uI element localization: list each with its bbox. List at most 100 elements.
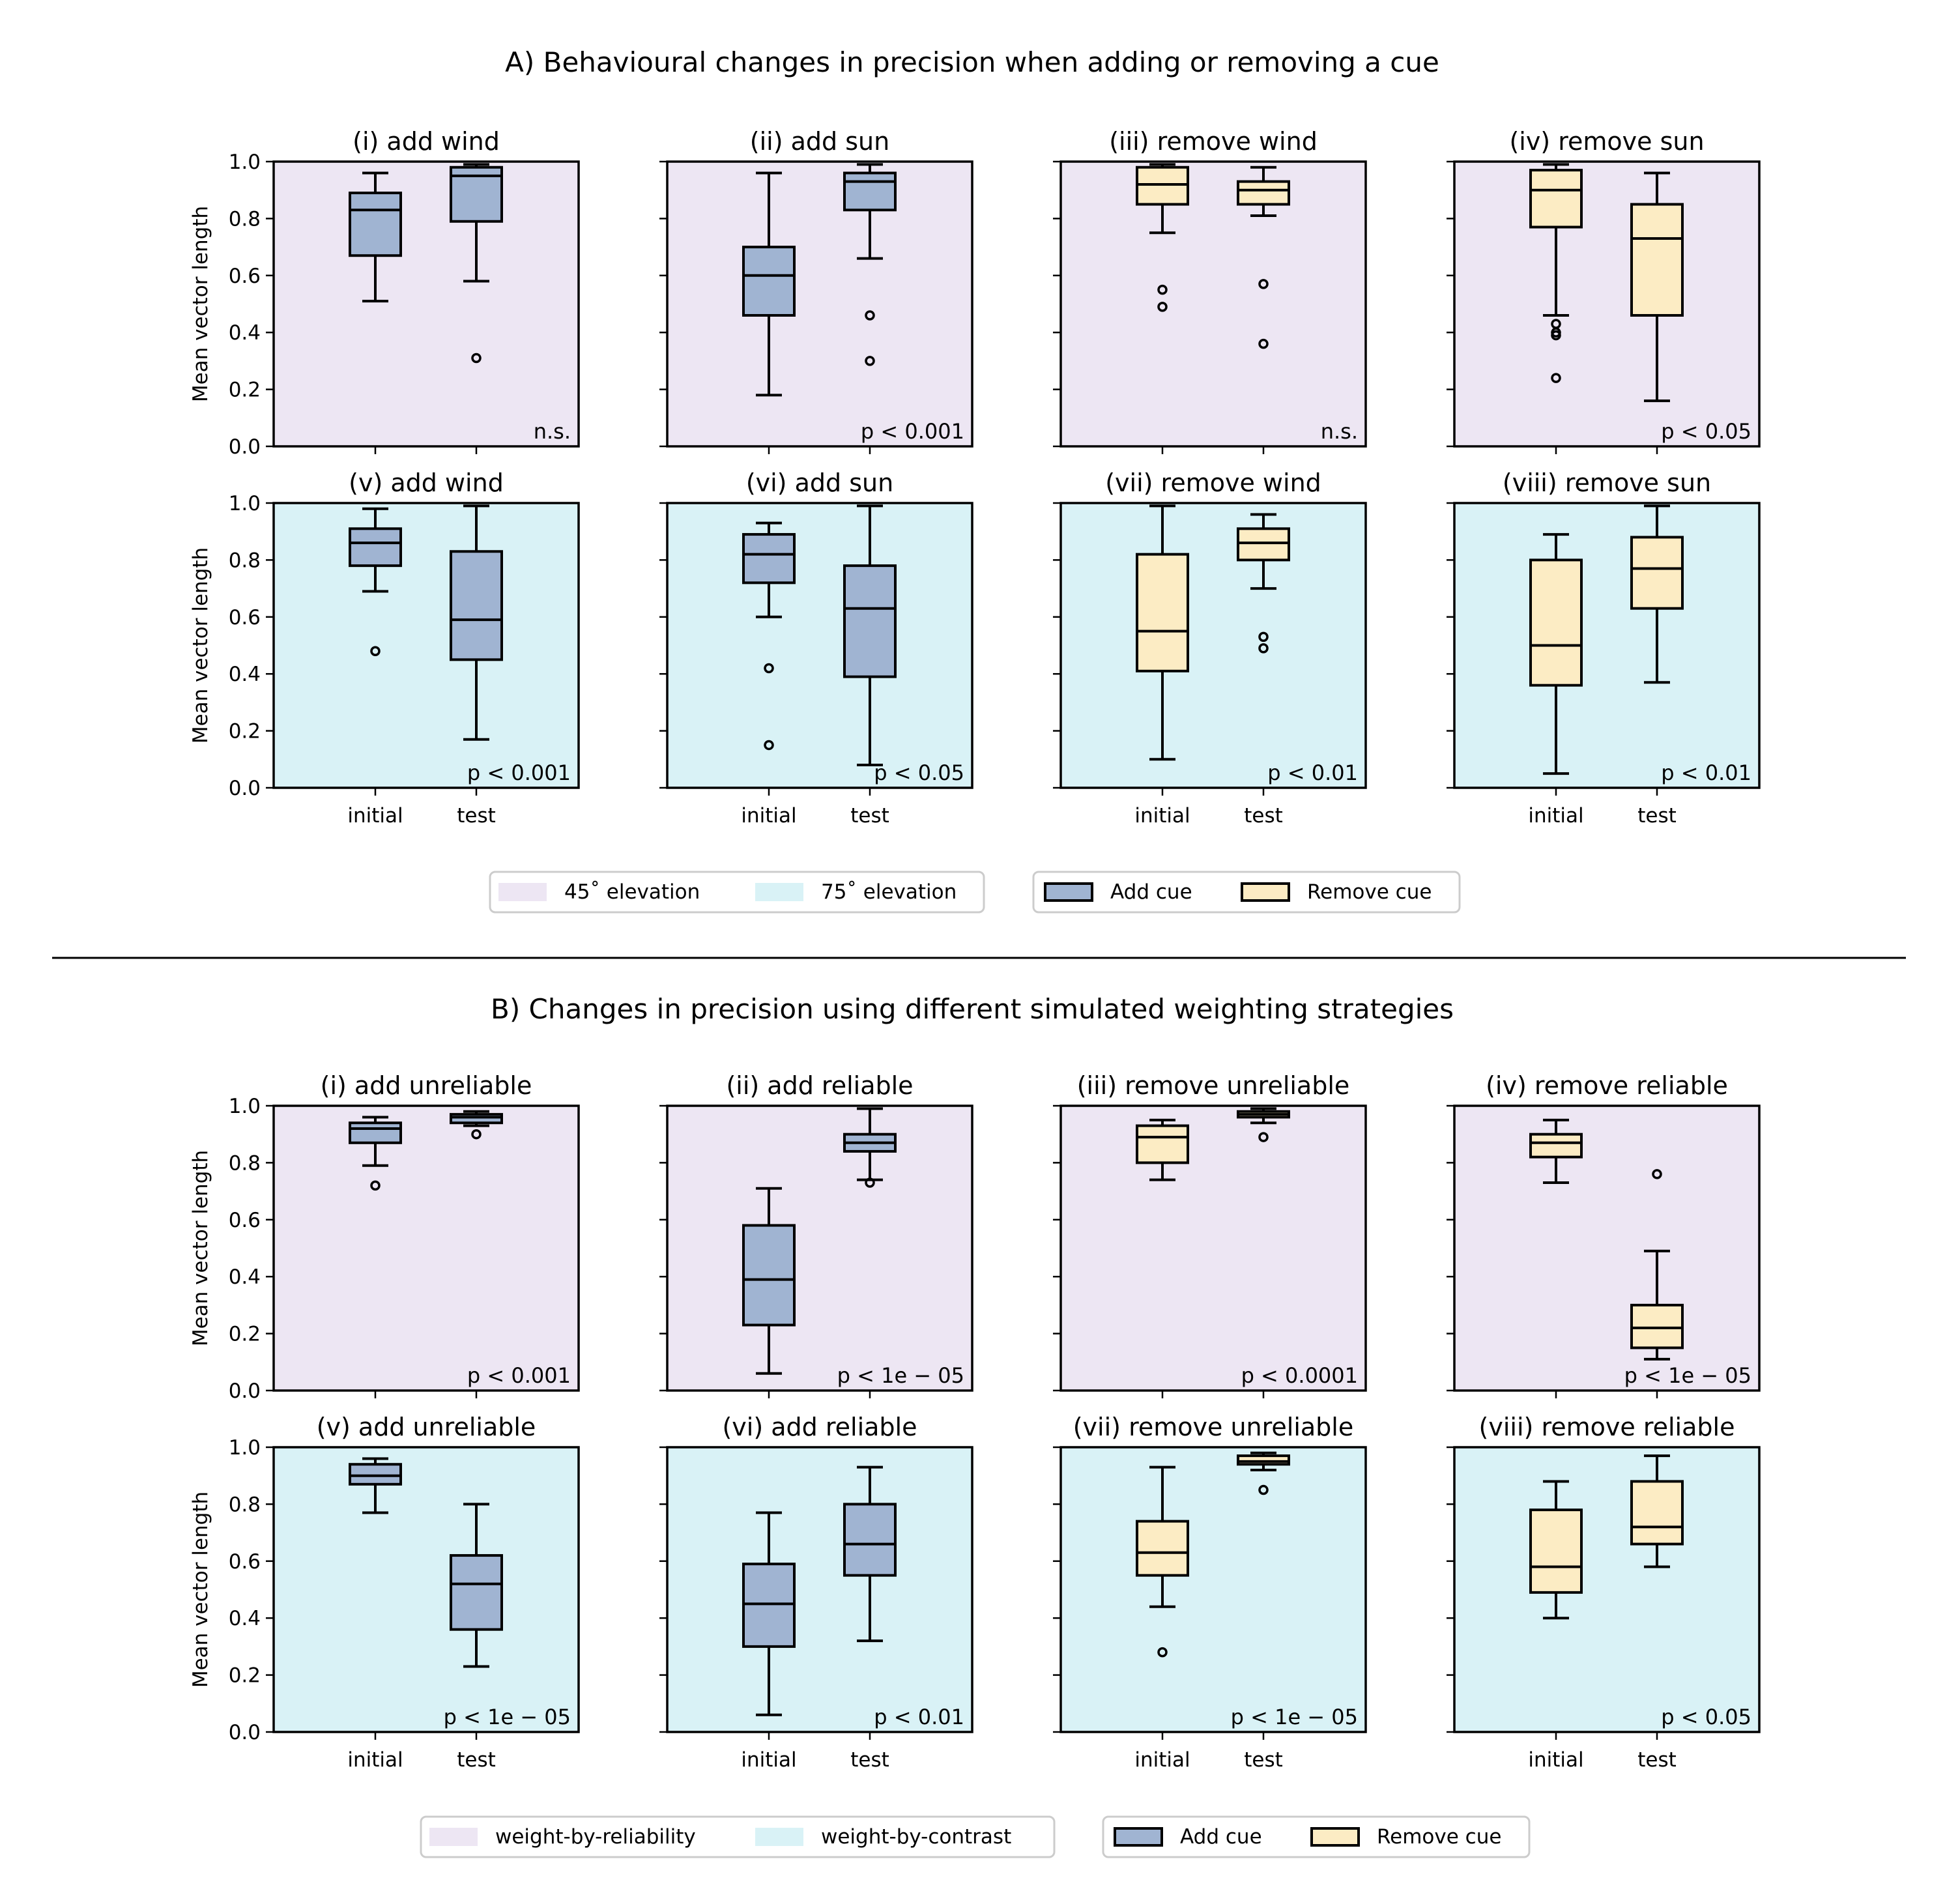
- x-tick-label: initial: [1134, 804, 1190, 828]
- p-value-label: p < 0.01: [1267, 760, 1358, 785]
- y-tick-label: 0.0: [229, 1379, 261, 1403]
- iqr-box: [349, 1463, 402, 1486]
- panel-frame: [1453, 160, 1761, 448]
- outlier-point: [1258, 1132, 1269, 1142]
- legend-swatch: [755, 883, 803, 901]
- box-test: [450, 163, 503, 364]
- box-initial: [742, 171, 796, 397]
- panel-title: (v) add unreliable: [317, 1413, 536, 1441]
- iqr-box: [742, 533, 796, 584]
- box-test: [1630, 504, 1684, 684]
- iqr-box: [1136, 166, 1189, 206]
- panel-3: (iii) remove wind n.s.: [1053, 127, 1367, 454]
- panel-1: (i) add wind 0.0 0.2 0.4 0.6 0.8 1.0 Mean vecto…: [189, 127, 580, 459]
- panel-background: [1454, 503, 1759, 788]
- x-tick-label: test: [1637, 1748, 1677, 1772]
- box-initial: [349, 1116, 402, 1191]
- box-initial: [349, 171, 402, 303]
- x-tick-label: initial: [1528, 804, 1583, 828]
- outlier-point: [764, 740, 774, 751]
- legend-frame: [489, 871, 985, 914]
- y-tick-label: 1.0: [229, 492, 261, 515]
- outlier-point: [764, 663, 774, 674]
- y-tick-label: 0.8: [229, 1493, 261, 1516]
- legend-label: 45˚ elevation: [564, 880, 700, 904]
- legend-label: Add cue: [1110, 880, 1192, 904]
- outlier-point: [471, 1129, 482, 1140]
- y-tick-label: 0.4: [229, 321, 261, 345]
- x-tick-label: initial: [1528, 1748, 1583, 1772]
- y-tick-label: 0.4: [229, 1607, 261, 1630]
- outlier-point: [370, 646, 381, 656]
- panel-frame: [272, 502, 580, 789]
- iqr-box: [1630, 1303, 1684, 1349]
- outlier-point: [865, 356, 875, 366]
- panel-background: [1454, 162, 1759, 446]
- iqr-box: [1529, 1132, 1583, 1159]
- panel-frame: [1059, 1104, 1367, 1392]
- outlier-point: [865, 310, 875, 321]
- box-initial: [742, 1187, 796, 1375]
- x-tick-label: test: [457, 804, 496, 828]
- legend-swatch: [755, 1828, 803, 1846]
- panel-title: (i) add wind: [353, 127, 500, 156]
- legend-swatch: [1044, 882, 1093, 902]
- y-tick-label: 0.6: [229, 1209, 261, 1232]
- legend-label: 75˚ elevation: [821, 880, 957, 904]
- x-tick-label: test: [850, 804, 889, 828]
- iqr-box: [843, 1503, 897, 1577]
- legend-swatch: [1310, 1827, 1360, 1847]
- y-axis-label: Mean vector length: [189, 206, 212, 402]
- panel-frame: [666, 502, 973, 789]
- panel-frame: [272, 1104, 580, 1392]
- x-tick-label: test: [1637, 804, 1677, 828]
- panel-background: [1454, 1106, 1759, 1391]
- iqr-box: [843, 564, 897, 678]
- panel-background: [667, 162, 972, 446]
- outlier-point: [1157, 1647, 1168, 1658]
- box-initial: [1529, 1118, 1583, 1184]
- panel-background: [1061, 162, 1366, 446]
- box-test: [843, 1107, 897, 1188]
- panel-9: (i) add unreliable 0.0 0.2 0.4 0.6 0.8 1.0 Mean…: [189, 1071, 580, 1403]
- panel-frame: [272, 1446, 580, 1733]
- box-test: [1237, 1451, 1290, 1495]
- outlier-point: [1551, 373, 1561, 383]
- legend-label: Remove cue: [1307, 880, 1432, 904]
- iqr-box: [1237, 180, 1290, 206]
- p-value-label: p < 1e − 05: [444, 1705, 571, 1729]
- p-value-label: p < 0.01: [874, 1705, 964, 1729]
- p-value-label: p < 1e − 05: [837, 1363, 964, 1388]
- cue-legend-1: Add cue Remove cue: [1032, 871, 1461, 914]
- outlier-point: [1551, 330, 1561, 341]
- box-initial: [1529, 163, 1583, 383]
- p-value-label: p < 0.001: [861, 419, 964, 444]
- y-tick-label: 0.6: [229, 606, 261, 629]
- legend-label: weight-by-reliability: [495, 1825, 696, 1849]
- box-initial: [742, 521, 796, 751]
- panel-title: (viii) remove reliable: [1479, 1413, 1735, 1441]
- panel-background: [274, 1106, 579, 1391]
- panel-title: (vii) remove unreliable: [1073, 1413, 1354, 1441]
- panel-6: (vi) add sun initial test p < 0.05: [659, 469, 973, 828]
- y-tick-label: 0.2: [229, 720, 261, 743]
- box-test: [1630, 171, 1684, 403]
- x-tick-label: initial: [347, 1748, 403, 1772]
- y-tick-label: 0.2: [229, 379, 261, 402]
- outlier-point: [1258, 338, 1269, 349]
- p-value-label: p < 1e − 05: [1231, 1705, 1358, 1729]
- legend-label: Remove cue: [1377, 1825, 1501, 1849]
- box-initial: [1136, 163, 1189, 312]
- box-test: [450, 1110, 503, 1140]
- y-tick-label: 0.0: [229, 1721, 261, 1744]
- panel-frame: [1059, 160, 1367, 448]
- box-test: [450, 504, 503, 741]
- panel-title: (iv) remove sun: [1509, 127, 1704, 156]
- panel-10: (ii) add reliable p < 1e − 05: [659, 1071, 973, 1398]
- box-initial: [1529, 1480, 1583, 1620]
- y-tick-label: 0.0: [229, 777, 261, 800]
- panel-11: (iii) remove unreliable p < 0.0001: [1053, 1071, 1367, 1398]
- outlier-point: [1258, 631, 1269, 642]
- background-legend-1: 45˚ elevation 75˚ elevation: [489, 871, 985, 914]
- panel-background: [1061, 503, 1366, 788]
